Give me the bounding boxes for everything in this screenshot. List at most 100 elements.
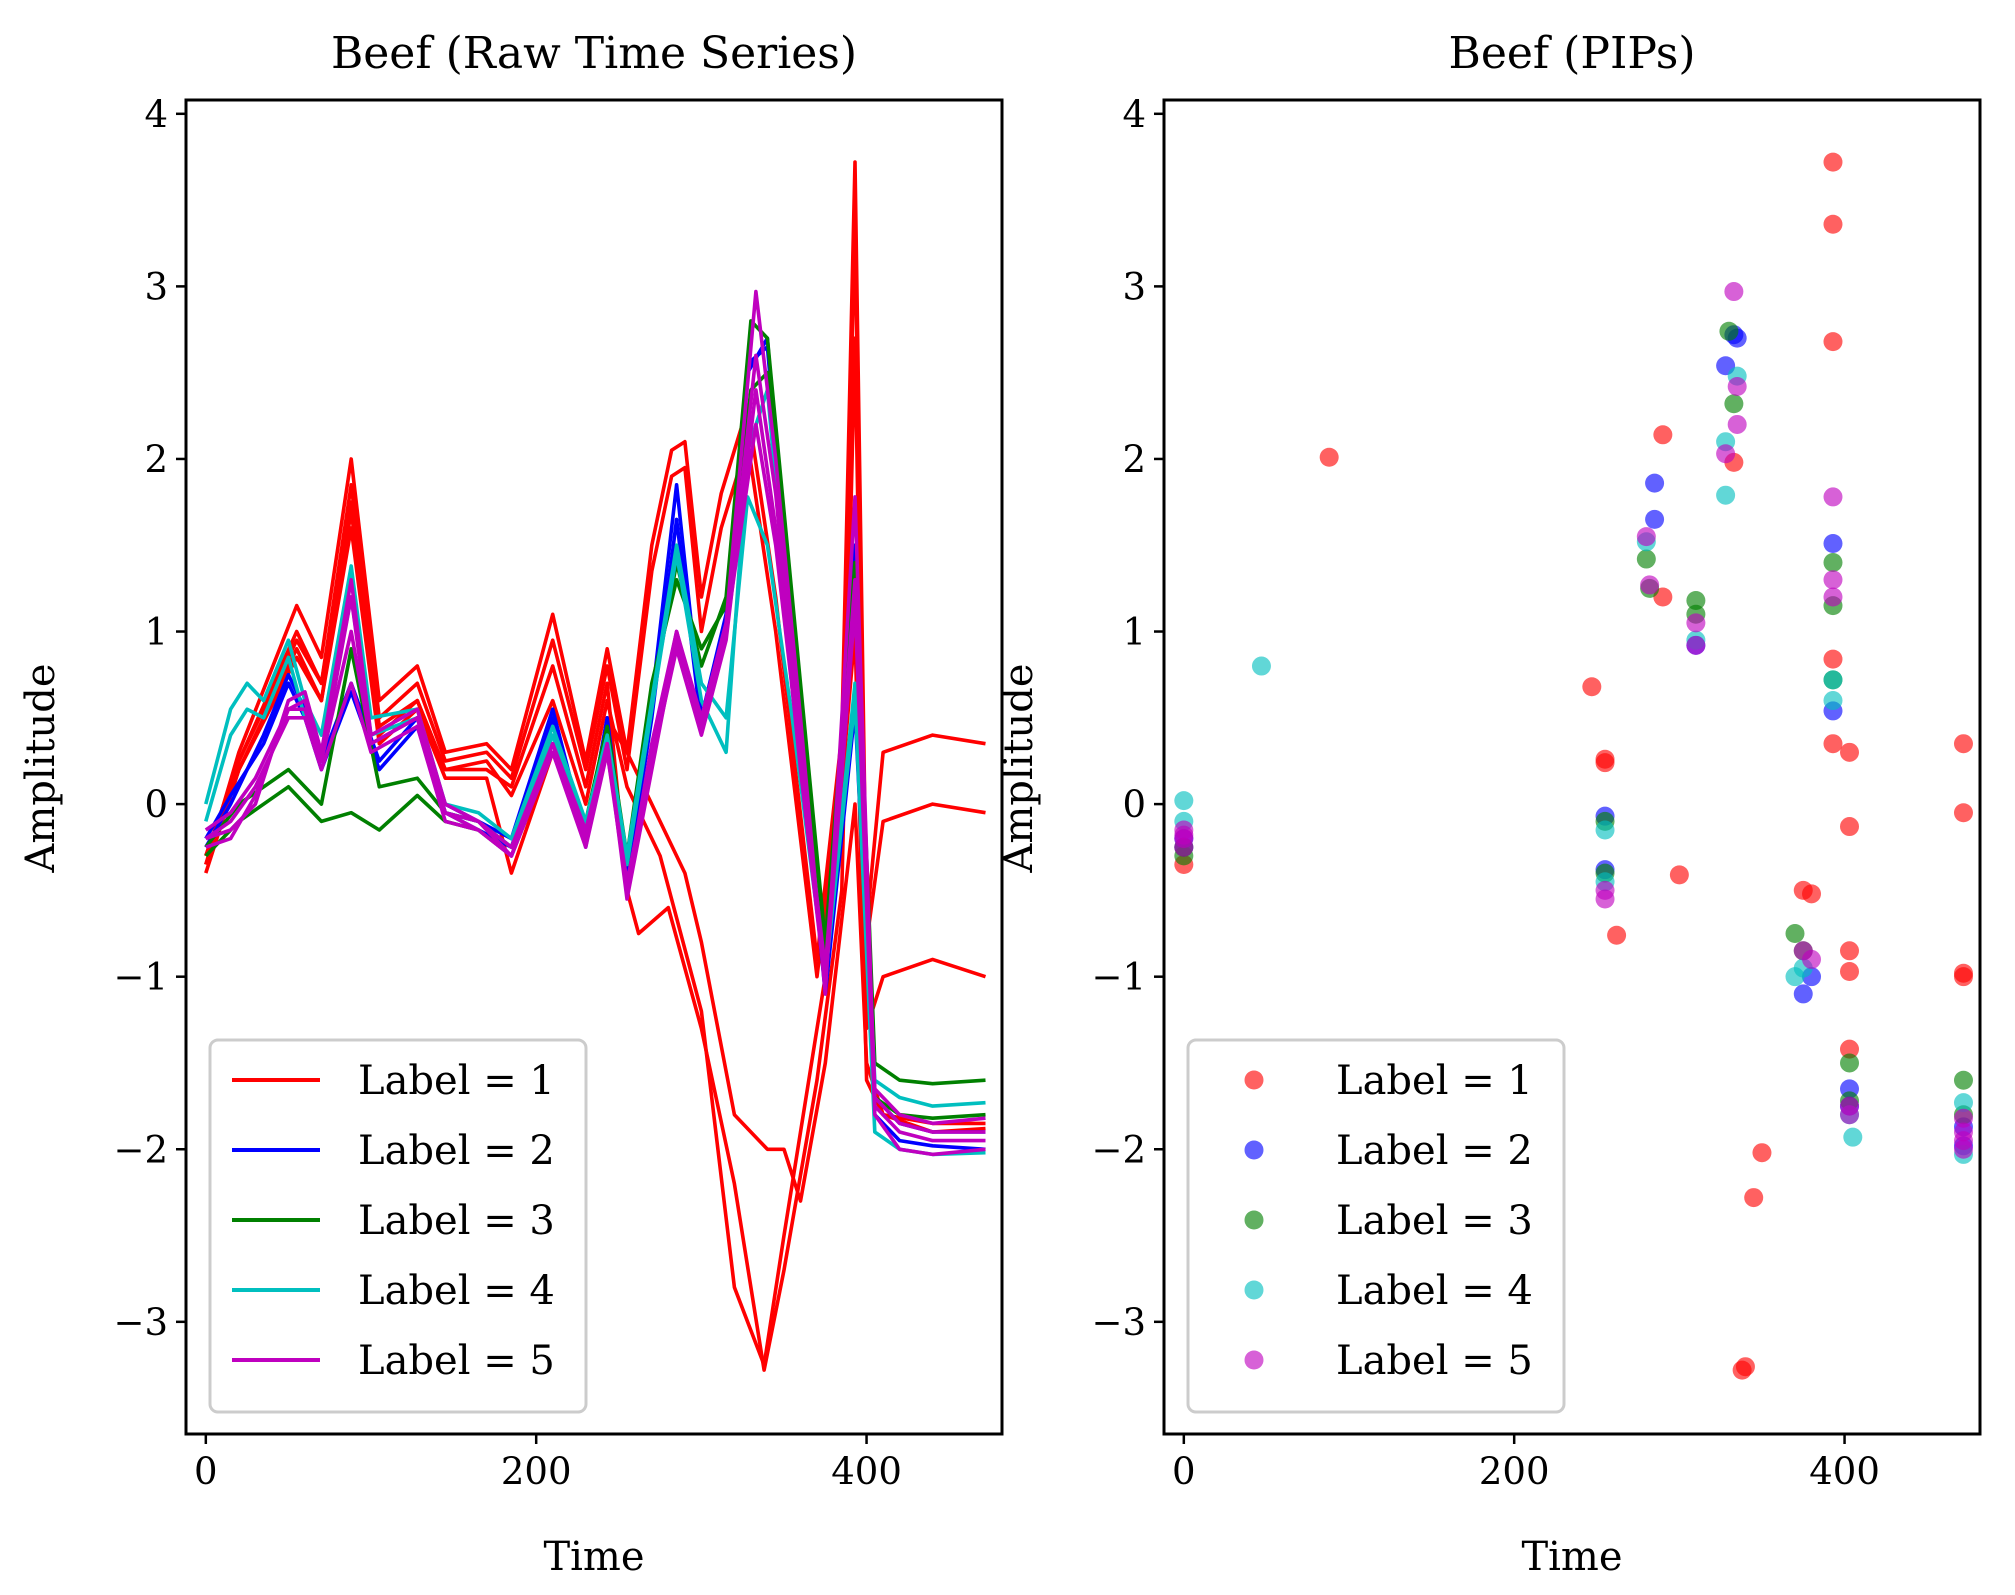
- data-point-label-5: [1840, 1105, 1860, 1125]
- data-point-label-1: [1840, 742, 1860, 762]
- data-point-label-5: [1823, 570, 1843, 590]
- legend-label: Label = 5: [1336, 1338, 1533, 1384]
- x-tick-label: 400: [1809, 1450, 1880, 1493]
- data-point-label-2: [1793, 984, 1813, 1004]
- data-point-label-1: [1840, 1039, 1860, 1059]
- legend-box: [208, 1038, 588, 1414]
- data-point-label-3: [1785, 924, 1805, 944]
- y-axis-label: Amplitude: [18, 663, 64, 873]
- data-point-label-2: [1823, 534, 1843, 554]
- data-point-label-1: [1582, 677, 1602, 697]
- y-tick-label: 2: [1122, 438, 1146, 481]
- y-tick-label: 0: [1122, 783, 1146, 826]
- legend-label: Label = 4: [358, 1268, 555, 1314]
- x-axis-label: Time: [1521, 1534, 1622, 1580]
- plot-frame: [184, 98, 1004, 1436]
- data-point-label-3: [1636, 549, 1656, 569]
- y-tick-label: 3: [144, 265, 168, 308]
- data-point-label-3: [1724, 394, 1744, 414]
- data-point-label-5: [1953, 1122, 1973, 1142]
- data-point-label-4: [1595, 820, 1615, 840]
- data-point-label-1: [1953, 734, 1973, 754]
- data-point-label-5: [1823, 587, 1843, 607]
- x-tick-label: 200: [501, 1450, 572, 1493]
- y-tick-label: −2: [1091, 1128, 1146, 1171]
- data-point-label-5: [1727, 376, 1747, 396]
- data-point-label-1: [1319, 447, 1339, 467]
- data-point-label-5: [1716, 444, 1736, 464]
- legend-label: Label = 1: [358, 1058, 555, 1104]
- data-point-label-5: [1724, 282, 1744, 302]
- x-axis-label: Time: [543, 1534, 644, 1580]
- data-point-label-1: [1653, 425, 1673, 445]
- data-point-label-3: [1686, 590, 1706, 610]
- data-point-label-1: [1840, 941, 1860, 961]
- legend-box: [1186, 1038, 1566, 1414]
- legend-swatch-label-2: [1244, 1140, 1264, 1160]
- y-tick-label: −3: [1091, 1301, 1146, 1344]
- legend-swatch-label-1: [1244, 1070, 1264, 1090]
- data-point-label-1: [1744, 1188, 1764, 1208]
- series-line-label-5: [204, 422, 986, 1126]
- series-line-label-1: [204, 526, 986, 1203]
- data-point-label-5: [1595, 889, 1615, 909]
- legend-label: Label = 3: [358, 1198, 555, 1244]
- y-tick-label: 1: [144, 611, 168, 654]
- data-point-label-1: [1953, 967, 1973, 987]
- plot-frame: [1162, 98, 1982, 1436]
- data-point-label-5: [1640, 575, 1660, 595]
- legend-label: Label = 3: [1336, 1198, 1533, 1244]
- data-point-label-4: [1716, 485, 1736, 505]
- x-tick-label: 0: [1172, 1450, 1196, 1493]
- data-point-label-4: [1251, 656, 1271, 676]
- data-point-label-1: [1823, 332, 1843, 352]
- data-point-label-1: [1595, 753, 1615, 773]
- y-tick-label: 4: [1122, 93, 1146, 136]
- data-point-label-5: [1636, 527, 1656, 547]
- legend-label: Label = 5: [358, 1338, 555, 1384]
- data-point-label-5: [1686, 613, 1706, 633]
- data-point-label-2: [1645, 473, 1665, 493]
- x-tick-label: 0: [194, 1450, 218, 1493]
- data-point-label-3: [1840, 1053, 1860, 1073]
- data-point-label-5: [1174, 820, 1194, 840]
- y-tick-label: −2: [113, 1128, 168, 1171]
- data-point-label-5: [1953, 1139, 1973, 1159]
- data-point-label-5: [1802, 949, 1822, 969]
- data-point-label-3: [1953, 1070, 1973, 1090]
- legend-label: Label = 4: [1336, 1268, 1533, 1314]
- data-point-label-1: [1823, 214, 1843, 234]
- x-tick-label: 400: [831, 1450, 902, 1493]
- raw-time-series-panel: 0 200 400 −3 −2 −1 0 1 2 3 4 Beef (Raw Time Series)…: [18, 28, 1004, 1580]
- chart-title: Beef (PIPs): [1448, 28, 1695, 79]
- legend-label: Label = 2: [358, 1128, 555, 1174]
- data-point-label-5: [1953, 1108, 1973, 1128]
- data-point-label-4: [1953, 1093, 1973, 1113]
- plot-area: [1174, 152, 1973, 1380]
- y-tick-label: −1: [113, 956, 168, 999]
- legend: Label = 1 Label = 2 Label = 3 Label = 4 Labe…: [208, 1038, 588, 1414]
- data-point-label-1: [1735, 1357, 1755, 1377]
- legend-swatch-label-4: [1244, 1280, 1264, 1300]
- data-point-label-3: [1719, 321, 1739, 341]
- data-point-label-5: [1686, 635, 1706, 655]
- data-point-label-1: [1823, 734, 1843, 754]
- plot-area: [204, 160, 987, 1372]
- y-tick-label: 2: [144, 438, 168, 481]
- data-point-label-1: [1840, 962, 1860, 982]
- y-axis-label: Amplitude: [996, 663, 1042, 873]
- y-tick-label: −1: [1091, 956, 1146, 999]
- y-tick-label: 0: [144, 783, 168, 826]
- data-point-label-4: [1843, 1127, 1863, 1147]
- legend-label: Label = 1: [1336, 1058, 1533, 1104]
- y-tick-label: 4: [144, 93, 168, 136]
- legend-swatch-label-5: [1244, 1350, 1264, 1370]
- data-point-label-2: [1645, 509, 1665, 529]
- data-point-label-1: [1823, 649, 1843, 669]
- series-line-label-1: [204, 160, 986, 962]
- data-point-label-1: [1607, 925, 1627, 945]
- legend-swatch-label-3: [1244, 1210, 1264, 1230]
- data-point-label-1: [1752, 1143, 1772, 1163]
- data-point-label-4: [1174, 791, 1194, 811]
